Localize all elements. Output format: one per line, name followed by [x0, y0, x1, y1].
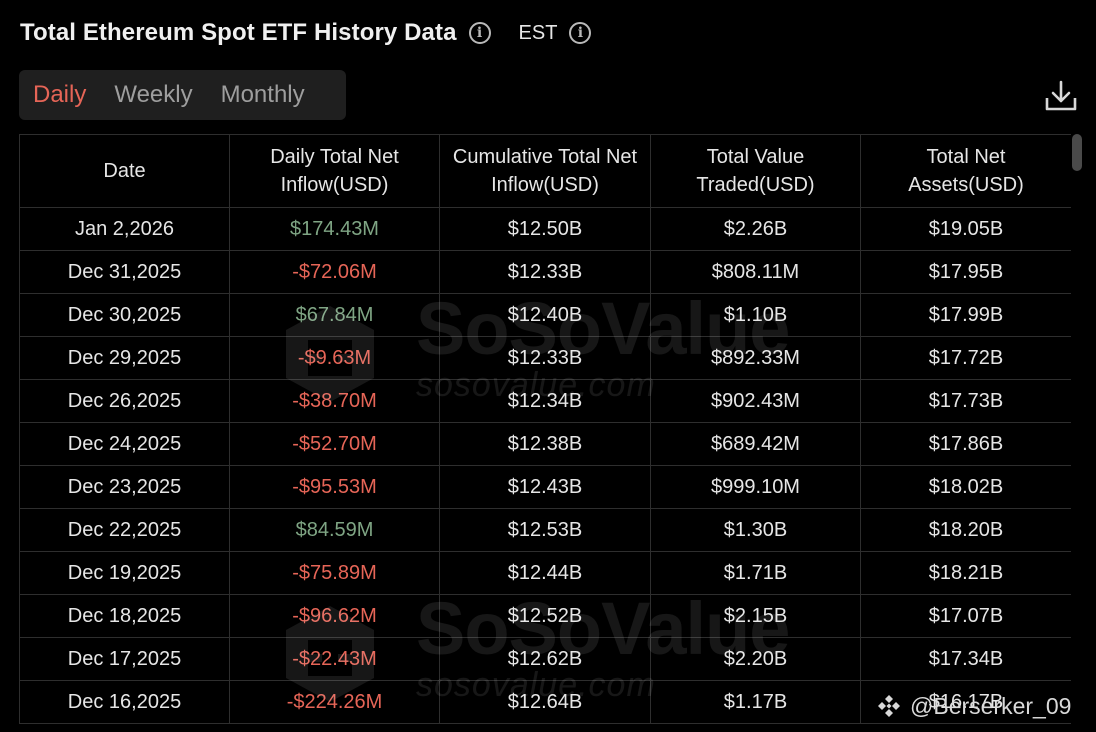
cell-cumulative-net-inflow: $12.34B	[439, 379, 651, 423]
cell-net-assets: $17.99B	[860, 293, 1071, 337]
table-row: Dec 16,2025 -$224.26M $12.64B $1.17B $16.17B	[19, 680, 1071, 724]
page-header: Total Ethereum Spot ETF History Data i E…	[20, 16, 592, 50]
cell-net-assets: $17.07B	[860, 594, 1071, 638]
table-row: Dec 30,2025 $67.84M $12.40B $1.10B $17.99B	[19, 293, 1071, 337]
timezone-info-icon[interactable]: i	[569, 22, 592, 44]
table-row: Dec 18,2025 -$96.62M $12.52B $2.15B $17.07B	[19, 594, 1071, 638]
cell-net-assets: $17.34B	[860, 637, 1071, 681]
table-row: Dec 26,2025 -$38.70M $12.34B $902.43M $17.73…	[19, 379, 1071, 423]
info-icon[interactable]: i	[468, 22, 491, 44]
cell-value-traded: $1.17B	[650, 680, 861, 724]
column-header-daily-net-inflow[interactable]: Daily Total Net Inflow(USD)	[229, 134, 440, 208]
cell-cumulative-net-inflow: $12.33B	[439, 336, 651, 380]
credit-overlay: @Berserker_09	[876, 690, 1071, 722]
cell-daily-net-inflow: $84.59M	[229, 508, 440, 552]
cell-daily-net-inflow: -$52.70M	[229, 422, 440, 466]
cell-daily-net-inflow: -$72.06M	[229, 250, 440, 294]
cell-daily-net-inflow: $67.84M	[229, 293, 440, 337]
column-header-cumulative-net-inflow[interactable]: Cumulative Total Net Inflow(USD)	[439, 134, 651, 208]
etf-history-table: Date Daily Total Net Inflow(USD) Cumulat…	[19, 134, 1071, 732]
table-scrollbar[interactable]	[1072, 134, 1082, 171]
cell-daily-net-inflow: -$9.63M	[229, 336, 440, 380]
cell-value-traded: $892.33M	[650, 336, 861, 380]
cell-date: Dec 16,2025	[19, 680, 230, 724]
cell-net-assets: $16.17B	[860, 680, 1071, 724]
cell-value-traded: $2.26B	[650, 207, 861, 251]
cell-date: Dec 24,2025	[19, 422, 230, 466]
cell-value-traded: $1.71B	[650, 551, 861, 595]
cell-daily-net-inflow: -$96.62M	[229, 594, 440, 638]
cell-date: Dec 22,2025	[19, 508, 230, 552]
cell-daily-net-inflow: -$95.53M	[229, 465, 440, 509]
table-row: Dec 31,2025 -$72.06M $12.33B $808.11M $17.95…	[19, 250, 1071, 294]
table-row: Dec 22,2025 $84.59M $12.53B $1.30B $18.20B	[19, 508, 1071, 552]
cell-daily-net-inflow: -$38.70M	[229, 379, 440, 423]
cell-value-traded: $689.42M	[650, 422, 861, 466]
cell-daily-net-inflow: -$224.26M	[229, 680, 440, 724]
table-row: Dec 23,2025 -$95.53M $12.43B $999.10M $18.02…	[19, 465, 1071, 509]
table-header-row: Date Daily Total Net Inflow(USD) Cumulat…	[19, 134, 1071, 208]
cell-date: Dec 29,2025	[19, 336, 230, 380]
cell-date: Dec 18,2025	[19, 594, 230, 638]
cell-cumulative-net-inflow: $12.53B	[439, 508, 651, 552]
column-header-net-assets[interactable]: Total Net Assets(USD)	[860, 134, 1071, 208]
cell-cumulative-net-inflow: $12.40B	[439, 293, 651, 337]
cell-cumulative-net-inflow: $12.33B	[439, 250, 651, 294]
table-row: Dec 19,2025 -$75.89M $12.44B $1.71B $18.21B	[19, 551, 1071, 595]
tab-monthly[interactable]: Monthly	[220, 81, 305, 108]
cell-value-traded: $1.10B	[650, 293, 861, 337]
cell-date: Dec 26,2025	[19, 379, 230, 423]
cell-net-assets: $17.72B	[860, 336, 1071, 380]
cell-date: Dec 19,2025	[19, 551, 230, 595]
cell-cumulative-net-inflow: $12.43B	[439, 465, 651, 509]
cell-date: Dec 30,2025	[19, 293, 230, 337]
table-row: Jan 2,2026 $174.43M $12.50B $2.26B $19.05B	[19, 207, 1071, 251]
cell-cumulative-net-inflow: $12.62B	[439, 637, 651, 681]
cell-daily-net-inflow: -$22.43M	[229, 637, 440, 681]
cell-value-traded: $2.15B	[650, 594, 861, 638]
tab-daily[interactable]: Daily	[33, 81, 87, 108]
binance-square-icon	[878, 695, 900, 717]
column-header-date[interactable]: Date	[19, 134, 230, 208]
period-tabs: Daily Weekly Monthly	[19, 70, 346, 120]
table-row: Dec 17,2025 -$22.43M $12.62B $2.20B $17.34B	[19, 637, 1071, 681]
cell-date: Jan 2,2026	[19, 207, 230, 251]
cell-daily-net-inflow: $174.43M	[229, 207, 440, 251]
cell-net-assets: $18.02B	[860, 465, 1071, 509]
cell-net-assets: $18.21B	[860, 551, 1071, 595]
cell-net-assets: $17.95B	[860, 250, 1071, 294]
cell-value-traded: $1.30B	[650, 508, 861, 552]
credit-handle: @Berserker_09	[910, 692, 1072, 719]
table-row: Dec 29,2025 -$9.63M $12.33B $892.33M $17.72B	[19, 336, 1071, 380]
cell-cumulative-net-inflow: $12.64B	[439, 680, 651, 724]
cell-cumulative-net-inflow: $12.52B	[439, 594, 651, 638]
cell-net-assets: $18.20B	[860, 508, 1071, 552]
cell-date: Dec 31,2025	[19, 250, 230, 294]
cell-cumulative-net-inflow: $12.50B	[439, 207, 651, 251]
cell-value-traded: $2.20B	[650, 637, 861, 681]
cell-value-traded: $999.10M	[650, 465, 861, 509]
cell-date: Dec 17,2025	[19, 637, 230, 681]
column-header-value-traded[interactable]: Total Value Traded(USD)	[650, 134, 861, 208]
timezone-label: EST	[518, 21, 558, 44]
cell-daily-net-inflow: -$75.89M	[229, 551, 440, 595]
tab-weekly[interactable]: Weekly	[114, 81, 193, 108]
cell-net-assets: $17.86B	[860, 422, 1071, 466]
page-title: Total Ethereum Spot ETF History Data	[20, 19, 457, 46]
table-row: Dec 24,2025 -$52.70M $12.38B $689.42M $17.86…	[19, 422, 1071, 466]
cell-net-assets: $19.05B	[860, 207, 1071, 251]
cell-value-traded: $808.11M	[650, 250, 861, 294]
cell-net-assets: $17.73B	[860, 379, 1071, 423]
download-icon[interactable]	[1044, 80, 1078, 112]
cell-cumulative-net-inflow: $12.44B	[439, 551, 651, 595]
cell-cumulative-net-inflow: $12.38B	[439, 422, 651, 466]
cell-date: Dec 23,2025	[19, 465, 230, 509]
cell-value-traded: $902.43M	[650, 379, 861, 423]
